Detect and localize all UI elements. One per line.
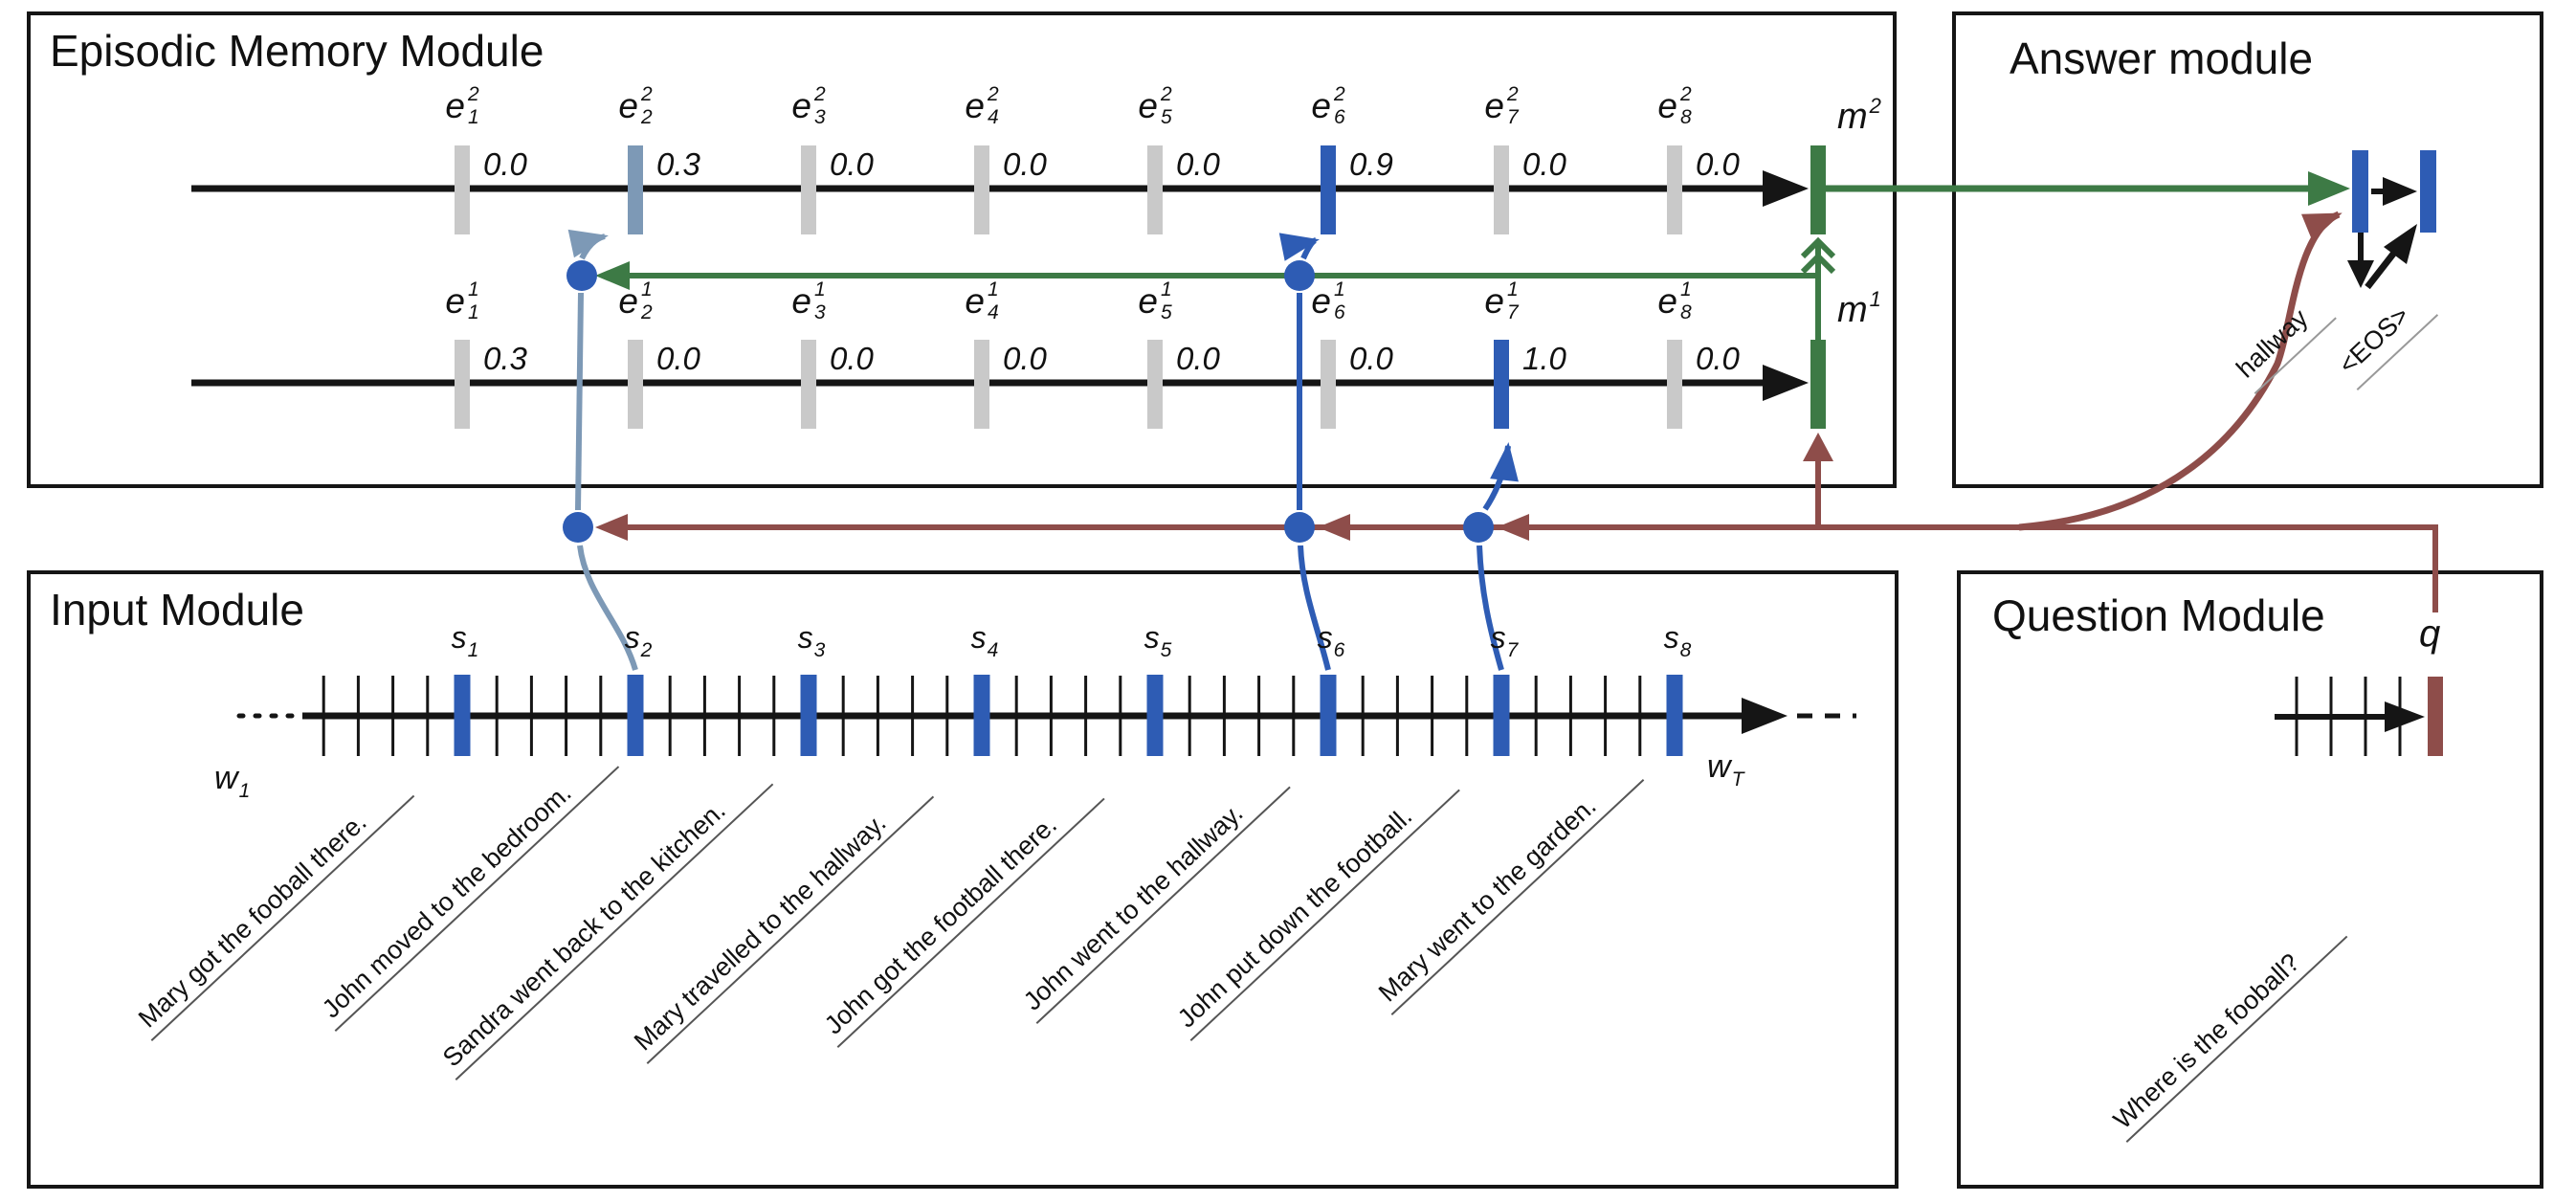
episode-bar-e8-2: [1667, 145, 1682, 234]
answer-module-box: [1952, 11, 2543, 488]
gate-value-e3-2: 0.0: [830, 146, 874, 182]
episode-bar-e2-2: [628, 145, 643, 234]
label-s3: s3: [797, 620, 826, 661]
sentence-bar-s2: [627, 675, 644, 756]
gate-value-e8-1: 0.0: [1696, 341, 1740, 376]
label-m1: m1: [1837, 287, 1881, 330]
blue-attention-path-s6: [1278, 233, 1331, 671]
sentence-bar-s7: [1493, 675, 1510, 756]
gate-value-e1-2: 0.0: [483, 146, 527, 182]
episodic-module-title: Episodic Memory Module: [50, 26, 544, 76]
input-word-axis: [236, 675, 1856, 756]
blue-attention-path-s7: [1477, 442, 1519, 671]
label-wT: wT: [1707, 748, 1744, 790]
episode-bar-e3-1: [801, 340, 816, 429]
episode-bar-e3-2: [801, 145, 816, 234]
memory-bar-m1: [1810, 340, 1826, 429]
gate-value-e5-1: 0.0: [1176, 341, 1220, 376]
gate-value-e6-2: 0.9: [1349, 146, 1393, 182]
gate-value-e7-1: 1.0: [1522, 341, 1566, 376]
label-w1: w1: [214, 760, 251, 802]
sentence-bar-s6: [1320, 675, 1337, 756]
episode-bar-e6-1: [1321, 340, 1336, 429]
label-q: q: [2419, 612, 2441, 655]
word-ticks: [322, 676, 1642, 756]
label-s8: s8: [1663, 620, 1692, 661]
label-m2: m2: [1837, 94, 1881, 137]
question-vector-bar: [2428, 677, 2443, 756]
sentence-bar-s1: [454, 675, 471, 756]
label-s7: s7: [1490, 620, 1519, 661]
episode-bars-pass2: [455, 145, 1826, 234]
gate-value-e1-1: 0.3: [483, 341, 527, 376]
episode-bar-e4-2: [974, 145, 989, 234]
gate-value-e4-1: 0.0: [1003, 341, 1047, 376]
answer-hidden-bar-2: [2420, 150, 2436, 233]
episode-bar-e5-2: [1147, 145, 1163, 234]
label-s6: s6: [1317, 620, 1345, 661]
question-module-box: [1957, 570, 2543, 1189]
label-s4: s4: [970, 620, 999, 661]
episode-bar-e5-1: [1147, 340, 1163, 429]
gate-value-e5-2: 0.0: [1176, 146, 1220, 182]
episode-bar-e7-2: [1494, 145, 1509, 234]
answer-module-title: Answer module: [2010, 33, 2314, 83]
memory-bar-m2: [1810, 145, 1826, 234]
episode-bar-e8-1: [1667, 340, 1682, 429]
answer-hidden-bar-1: [2352, 150, 2368, 233]
gate-value-e8-2: 0.0: [1696, 146, 1740, 182]
episodic-module-box: [27, 11, 1897, 488]
gate-value-e3-1: 0.0: [830, 341, 874, 376]
gate-value-e7-2: 0.0: [1522, 146, 1566, 182]
green-memory-path: [595, 171, 2350, 341]
maroon-question-path: [595, 211, 2438, 612]
gate-value-e2-2: 0.3: [656, 146, 700, 182]
label-s5: s5: [1144, 620, 1172, 661]
sentence-bar-s5: [1146, 675, 1164, 756]
episode-bar-e1-2: [455, 145, 470, 234]
attention-gate-dots: [563, 260, 1494, 543]
episode-bar-e4-1: [974, 340, 989, 429]
sentence-bar-s3: [800, 675, 817, 756]
gate-value-e6-1: 0.0: [1349, 341, 1393, 376]
gate-value-e2-1: 0.0: [656, 341, 700, 376]
label-s2: s2: [624, 620, 653, 661]
input-module-box: [27, 570, 1899, 1189]
sentence-bar-s8: [1666, 675, 1683, 756]
sentence-bar-s4: [973, 675, 990, 756]
input-module-title: Input Module: [50, 585, 304, 634]
episode-bars-pass1: [455, 340, 1826, 429]
label-s1: s1: [451, 620, 479, 661]
sentence-end-bars: [454, 675, 1683, 756]
episode-bar-e1-1: [455, 340, 470, 429]
episode-bar-e7-1: [1494, 340, 1509, 429]
episode-bar-e2-1: [628, 340, 643, 429]
question-word-axis: [2275, 677, 2443, 756]
episode-bar-e6-2: [1321, 145, 1336, 234]
steel-attention-path-s2: [567, 229, 638, 671]
gate-value-e4-2: 0.0: [1003, 146, 1047, 182]
question-module-title: Question Module: [1992, 590, 2325, 640]
answer-module-shapes: [2347, 150, 2436, 290]
